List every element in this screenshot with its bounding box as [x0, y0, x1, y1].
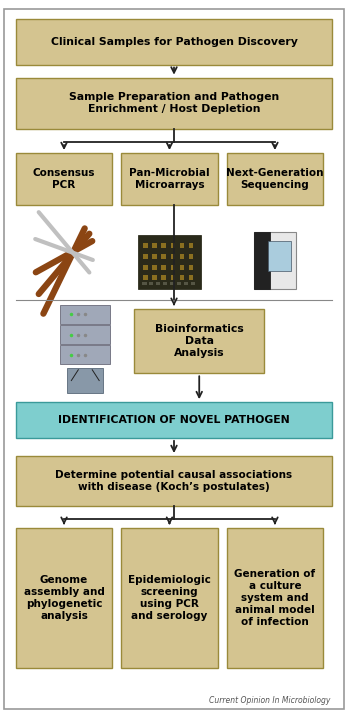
- Text: Pan-Microbial
Microarrays: Pan-Microbial Microarrays: [129, 168, 210, 190]
- FancyBboxPatch shape: [152, 265, 157, 270]
- Text: Consensus
PCR: Consensus PCR: [33, 168, 95, 190]
- FancyBboxPatch shape: [156, 282, 160, 286]
- FancyBboxPatch shape: [161, 243, 166, 248]
- FancyBboxPatch shape: [67, 368, 103, 393]
- FancyBboxPatch shape: [16, 402, 332, 438]
- FancyBboxPatch shape: [268, 241, 291, 271]
- FancyBboxPatch shape: [177, 282, 181, 286]
- FancyBboxPatch shape: [189, 254, 193, 259]
- FancyBboxPatch shape: [60, 345, 110, 364]
- FancyBboxPatch shape: [16, 456, 332, 506]
- FancyBboxPatch shape: [149, 282, 153, 286]
- Text: Generation of
a culture
system and
animal model
of infection: Generation of a culture system and anima…: [234, 569, 316, 627]
- FancyBboxPatch shape: [161, 265, 166, 270]
- Text: Clinical Samples for Pathogen Discovery: Clinical Samples for Pathogen Discovery: [50, 37, 298, 47]
- FancyBboxPatch shape: [152, 243, 157, 248]
- Text: Genome
assembly and
phylogenetic
analysis: Genome assembly and phylogenetic analysi…: [24, 574, 104, 621]
- FancyBboxPatch shape: [152, 254, 157, 259]
- FancyBboxPatch shape: [180, 265, 184, 270]
- FancyBboxPatch shape: [16, 78, 332, 129]
- Text: Epidemiologic
screening
using PCR
and serology: Epidemiologic screening using PCR and se…: [128, 574, 211, 621]
- FancyBboxPatch shape: [170, 282, 174, 286]
- FancyBboxPatch shape: [180, 276, 184, 281]
- FancyBboxPatch shape: [227, 528, 323, 668]
- Text: Bioinformatics
Data
Analysis: Bioinformatics Data Analysis: [155, 324, 244, 358]
- FancyBboxPatch shape: [60, 325, 110, 344]
- FancyBboxPatch shape: [254, 232, 270, 289]
- FancyBboxPatch shape: [161, 254, 166, 259]
- FancyBboxPatch shape: [171, 276, 175, 281]
- FancyBboxPatch shape: [191, 282, 195, 286]
- FancyBboxPatch shape: [227, 153, 323, 205]
- FancyBboxPatch shape: [171, 243, 175, 248]
- FancyBboxPatch shape: [16, 19, 332, 65]
- FancyBboxPatch shape: [184, 282, 188, 286]
- FancyBboxPatch shape: [189, 276, 193, 281]
- FancyBboxPatch shape: [16, 528, 112, 668]
- FancyBboxPatch shape: [60, 305, 110, 324]
- FancyBboxPatch shape: [163, 282, 167, 286]
- Text: Determine potential causal associations
with disease (Koch’s postulates): Determine potential causal associations …: [55, 470, 293, 492]
- FancyBboxPatch shape: [143, 276, 148, 281]
- Text: Current Opinion In Microbiology: Current Opinion In Microbiology: [209, 696, 331, 705]
- FancyBboxPatch shape: [16, 153, 112, 205]
- FancyBboxPatch shape: [161, 276, 166, 281]
- FancyBboxPatch shape: [171, 265, 175, 270]
- FancyBboxPatch shape: [171, 254, 175, 259]
- FancyBboxPatch shape: [134, 309, 264, 373]
- Text: IDENTIFICATION OF NOVEL PATHOGEN: IDENTIFICATION OF NOVEL PATHOGEN: [58, 415, 290, 425]
- FancyBboxPatch shape: [121, 153, 218, 205]
- FancyBboxPatch shape: [143, 243, 148, 248]
- FancyBboxPatch shape: [143, 254, 148, 259]
- FancyBboxPatch shape: [189, 243, 193, 248]
- FancyBboxPatch shape: [142, 282, 147, 286]
- FancyBboxPatch shape: [180, 254, 184, 259]
- FancyBboxPatch shape: [143, 265, 148, 270]
- FancyBboxPatch shape: [180, 243, 184, 248]
- Text: Next-Generation
Sequencing: Next-Generation Sequencing: [226, 168, 324, 190]
- FancyBboxPatch shape: [152, 276, 157, 281]
- FancyBboxPatch shape: [121, 528, 218, 668]
- FancyBboxPatch shape: [138, 236, 201, 289]
- FancyBboxPatch shape: [189, 265, 193, 270]
- FancyBboxPatch shape: [254, 232, 296, 289]
- Text: Sample Preparation and Pathogen
Enrichment / Host Depletion: Sample Preparation and Pathogen Enrichme…: [69, 93, 279, 114]
